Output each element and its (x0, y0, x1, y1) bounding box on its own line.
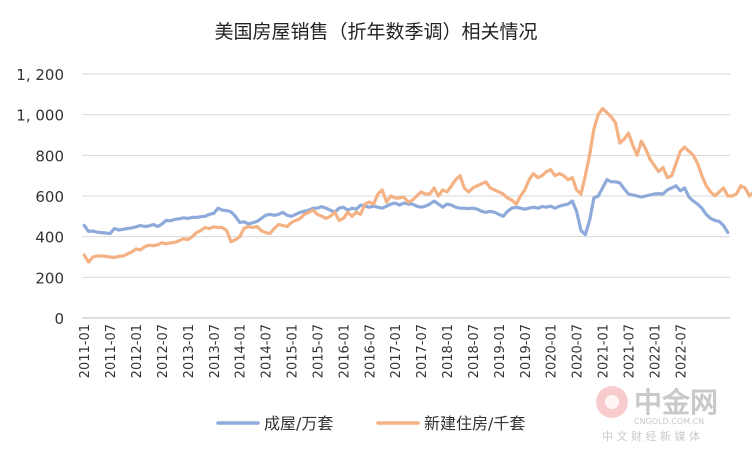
legend-label: 成屋/万套 (264, 414, 333, 433)
x-tick-label: 2022-01 (648, 324, 663, 378)
x-tick-label: 2014-01 (234, 324, 249, 378)
x-tick-label: 2012-01 (130, 324, 145, 378)
legend: 成屋/万套 新建住房/千套 (216, 414, 525, 433)
y-tick-label: 800 (35, 147, 64, 165)
x-tick-label: 2022-07 (674, 324, 689, 378)
x-tick-label: 2020-07 (571, 324, 586, 378)
chart-title: 美国房屋销售（折年数季调）相关情况 (214, 21, 537, 43)
y-tick-label: 600 (35, 188, 64, 206)
y-tick-label: 400 (35, 229, 64, 247)
legend-label: 新建住房/千套 (424, 414, 525, 433)
watermark-tagline: 中 文 财 经 新 媒 体 (602, 429, 700, 443)
x-tick-label: 2021-07 (622, 324, 637, 378)
x-tick-label: 2018-07 (467, 324, 482, 378)
y-tick-label: 1, 200 (16, 66, 64, 84)
watermark-url: CNGOLD.COM.CN (634, 417, 704, 426)
watermark: 中金网 CNGOLD.COM.CN 中 文 财 经 新 媒 体 (596, 386, 718, 443)
x-tick-label: 2015-07 (311, 324, 326, 378)
y-tick-label: 1, 000 (16, 107, 64, 125)
series-line-2 (82, 106, 752, 264)
y-axis: 0 200 400 600 800 1, 000 1, 200 (16, 66, 64, 328)
y-tick-label: 0 (54, 310, 64, 328)
legend-item-2: 新建住房/千套 (376, 414, 525, 433)
x-tick-label: 2011-07 (104, 324, 119, 378)
x-tick-label: 2021-01 (597, 324, 612, 378)
x-tick-label: 2013-01 (182, 324, 197, 378)
x-tick-label: 2017-07 (415, 324, 430, 378)
x-tick-label: 2011-01 (78, 324, 93, 378)
x-tick-label: 2017-01 (389, 324, 404, 378)
y-tick-label: 200 (35, 269, 64, 287)
x-tick-label: 2019-01 (493, 324, 508, 378)
x-tick-label: 2012-07 (156, 324, 171, 378)
series-lines (82, 106, 752, 264)
x-tick-label: 2020-01 (545, 324, 560, 378)
x-tick-label: 2019-07 (519, 324, 534, 378)
legend-item-1: 成屋/万套 (216, 414, 333, 433)
x-axis: 2011-01 2011-07 2012-01 2012-07 2013-01 2013-… (78, 317, 730, 378)
x-tick-label: 2015-01 (286, 324, 301, 378)
x-tick-label: 2018-01 (441, 324, 456, 378)
x-tick-label: 2013-07 (208, 324, 223, 378)
series-line-1 (82, 178, 730, 237)
x-tick-label: 2016-01 (337, 324, 352, 378)
x-tick-label: 2016-07 (363, 324, 378, 378)
x-tick-label: 2014-07 (260, 324, 275, 378)
watermark-name: 中金网 (634, 386, 718, 419)
